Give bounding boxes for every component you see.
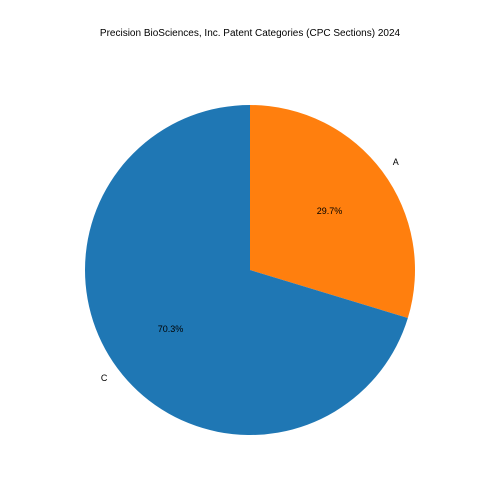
category-label-c: C — [101, 373, 108, 383]
pct-label-c: 70.3% — [158, 324, 184, 334]
pie-chart-svg — [0, 0, 500, 500]
category-label-a: A — [393, 157, 399, 167]
pie-chart-container: Precision BioSciences, Inc. Patent Categ… — [0, 0, 500, 500]
pct-label-a: 29.7% — [317, 206, 343, 216]
